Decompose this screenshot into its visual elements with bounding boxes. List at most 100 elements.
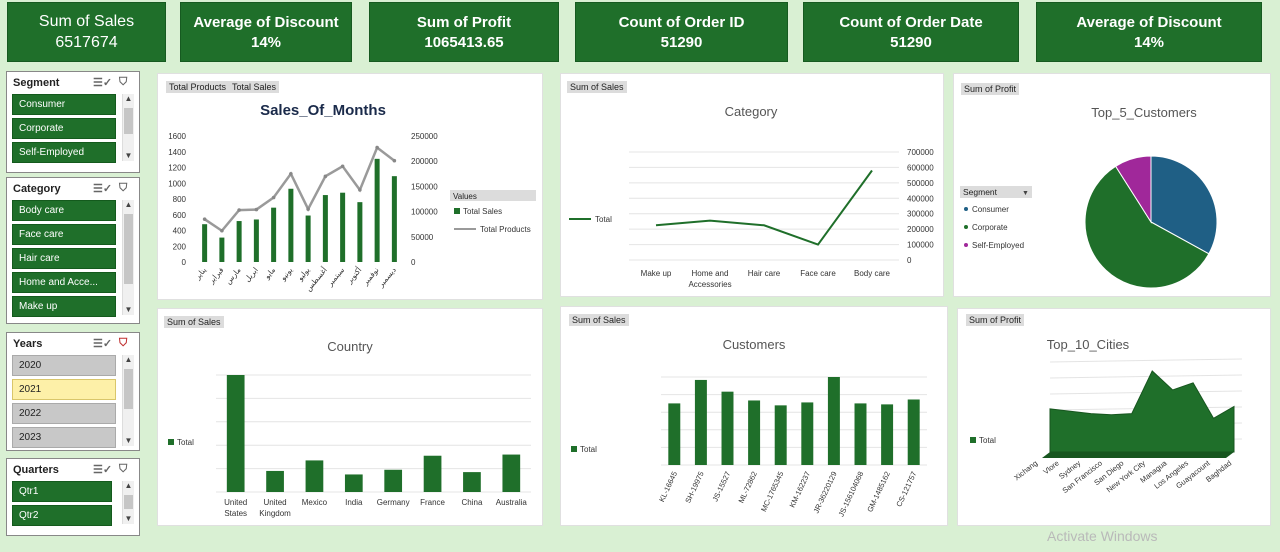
y2-tick-label: 100000 bbox=[411, 208, 438, 217]
clear-filter-icon[interactable]: ⛉ bbox=[119, 337, 128, 349]
scroll-up-arrow-icon[interactable]: ▲ bbox=[124, 200, 133, 209]
line-point bbox=[237, 208, 241, 212]
chart-canvas: Segment ▼ Consumer Corporate Self-Employed bbox=[960, 155, 1218, 289]
area-fill bbox=[1049, 370, 1235, 453]
slicer-item-home-accessories[interactable]: Home and Acce... bbox=[12, 272, 116, 293]
bar bbox=[271, 207, 277, 262]
slicer-item-self-employed[interactable]: Self-Employed bbox=[12, 142, 116, 163]
slicer-item-qtr2[interactable]: Qtr2 bbox=[12, 505, 112, 526]
scroll-down-arrow-icon[interactable]: ▼ bbox=[124, 305, 133, 314]
slicer-item-corporate[interactable]: Corporate bbox=[12, 118, 116, 139]
chart-customers[interactable]: Sum of Sales Customers KL-16645 SH-19975 J… bbox=[560, 306, 948, 526]
chart-country[interactable]: Sum of Sales Country United States United K… bbox=[157, 308, 543, 526]
x-tick-label: ابريل bbox=[243, 266, 260, 284]
chart-title: Country bbox=[327, 339, 373, 354]
y2-tick-label: 50000 bbox=[411, 233, 434, 242]
scroll-up-arrow-icon[interactable]: ▲ bbox=[124, 94, 133, 103]
bar bbox=[854, 403, 867, 465]
kpi-title: Count of Order Date bbox=[839, 13, 983, 31]
x-tick-label: GM-1485162 bbox=[865, 470, 892, 513]
field-tag[interactable]: Total Products bbox=[166, 81, 230, 93]
clear-filter-icon[interactable]: ⛉ bbox=[119, 463, 128, 475]
clear-filter-icon[interactable]: ⛉ bbox=[119, 76, 128, 88]
slicer-item-face-care[interactable]: Face care bbox=[12, 224, 116, 245]
slicer-segment: Segment ☰✓ ⛉ Consumer Corporate Self-Emp… bbox=[6, 71, 140, 173]
bar bbox=[827, 377, 840, 465]
chart-title: Top_5_Customers bbox=[1091, 105, 1197, 120]
chart-top-10-cities[interactable]: Sum of Profit Top_10_Cities Xichang Vlore… bbox=[957, 308, 1271, 526]
bar bbox=[668, 403, 681, 465]
x-tick-label: France bbox=[420, 498, 445, 507]
scroll-down-arrow-icon[interactable]: ▼ bbox=[124, 151, 133, 160]
x-tick-label: Mexico bbox=[302, 498, 328, 507]
slicer-item-hair-care[interactable]: Hair care bbox=[12, 248, 116, 269]
scroll-down-arrow-icon[interactable]: ▼ bbox=[124, 436, 133, 445]
chart-top-5-customers[interactable]: Sum of Profit Top_5_Customers Segment ▼ Co… bbox=[953, 73, 1271, 297]
slicer-scrollbar[interactable]: ▲ ▼ bbox=[122, 94, 134, 161]
slicer-item-make-up[interactable]: Make up bbox=[12, 296, 116, 317]
chart-canvas: United States United Kingdom Mexico India Germ… bbox=[168, 374, 531, 518]
legend-label: Corporate bbox=[972, 223, 1008, 232]
slicer-item-2021[interactable]: 2021 bbox=[12, 379, 116, 400]
field-tag[interactable]: Sum of Sales bbox=[567, 81, 627, 93]
chart-canvas: KL-16645 SH-19975 JS-15527 ML-72862 MC-17653… bbox=[571, 376, 927, 518]
slicer-item-consumer[interactable]: Consumer bbox=[12, 94, 116, 115]
slicer-item-qtr1[interactable]: Qtr1 bbox=[12, 481, 112, 502]
line-point bbox=[289, 172, 293, 176]
bar bbox=[322, 195, 328, 262]
field-tag[interactable]: Total Sales bbox=[229, 81, 280, 93]
scroll-down-arrow-icon[interactable]: ▼ bbox=[124, 514, 133, 523]
slicer-scrollbar[interactable]: ▲ ▼ bbox=[122, 355, 134, 446]
slicer-scrollbar[interactable]: ▲ ▼ bbox=[122, 481, 134, 524]
y-tick-label: 1600 bbox=[168, 132, 186, 141]
bar bbox=[219, 237, 225, 262]
pie-slice bbox=[1114, 155, 1152, 224]
y2-tick-label: 150000 bbox=[411, 182, 438, 191]
gridline bbox=[1049, 374, 1243, 379]
field-tag[interactable]: Sum of Sales bbox=[569, 314, 629, 326]
slicer-item-2022[interactable]: 2022 bbox=[12, 403, 116, 424]
bar bbox=[391, 176, 397, 262]
x-tick-label: United bbox=[264, 498, 287, 507]
legend-label: Self-Employed bbox=[972, 241, 1024, 250]
multi-select-icon[interactable]: ☰✓ bbox=[93, 77, 113, 89]
x-tick-label: China bbox=[461, 498, 482, 507]
y-tick-label: 800 bbox=[173, 195, 187, 204]
scroll-up-arrow-icon[interactable]: ▲ bbox=[124, 481, 133, 490]
slicer-item-body-care[interactable]: Body care bbox=[12, 200, 116, 221]
y2-tick-label: 250000 bbox=[411, 132, 438, 141]
chart-sales-of-months[interactable]: Total Products Total Sales Sales_Of_Mont… bbox=[157, 73, 543, 300]
x-tick-label: Kingdom bbox=[259, 509, 291, 518]
legend-swatch bbox=[964, 243, 968, 247]
field-tag[interactable]: Sum of Profit bbox=[966, 314, 1025, 326]
x-tick-label: Xichang bbox=[1012, 458, 1039, 482]
multi-select-icon[interactable]: ☰✓ bbox=[93, 464, 113, 476]
series-line bbox=[203, 145, 396, 233]
field-tag[interactable]: Sum of Profit bbox=[961, 83, 1020, 95]
bar bbox=[463, 472, 481, 492]
bar bbox=[226, 375, 245, 492]
x-tick-label: JR-36220129 bbox=[812, 470, 839, 515]
kpi-value: 51290 bbox=[660, 33, 703, 51]
bar bbox=[502, 454, 521, 492]
legend-label: Total Sales bbox=[463, 207, 502, 216]
chart-category[interactable]: Sum of Sales Category 0 100000 200000 30000… bbox=[560, 73, 944, 297]
x-tick-label: MC-1765345 bbox=[759, 470, 785, 513]
bar bbox=[907, 399, 920, 465]
slicer-item-2023[interactable]: 2023 bbox=[12, 427, 116, 448]
kpi-average-discount-2: Average of Discount 14% bbox=[1036, 2, 1262, 62]
y-tick-label: 600000 bbox=[907, 163, 934, 172]
slicer-scrollbar[interactable]: ▲ ▼ bbox=[122, 200, 134, 315]
gridline bbox=[1049, 358, 1243, 363]
line-point bbox=[306, 207, 310, 211]
x-tick-label: يونيو bbox=[278, 266, 295, 283]
kpi-title: Count of Order ID bbox=[618, 13, 745, 31]
multi-select-icon[interactable]: ☰✓ bbox=[93, 183, 113, 195]
scroll-up-arrow-icon[interactable]: ▲ bbox=[124, 355, 133, 364]
multi-select-icon[interactable]: ☰✓ bbox=[93, 338, 113, 350]
x-tick-label: Accessories bbox=[688, 280, 731, 289]
field-tag[interactable]: Sum of Sales bbox=[164, 316, 224, 328]
clear-filter-icon[interactable]: ⛉ bbox=[119, 182, 128, 194]
slicer-item-2020[interactable]: 2020 bbox=[12, 355, 116, 376]
